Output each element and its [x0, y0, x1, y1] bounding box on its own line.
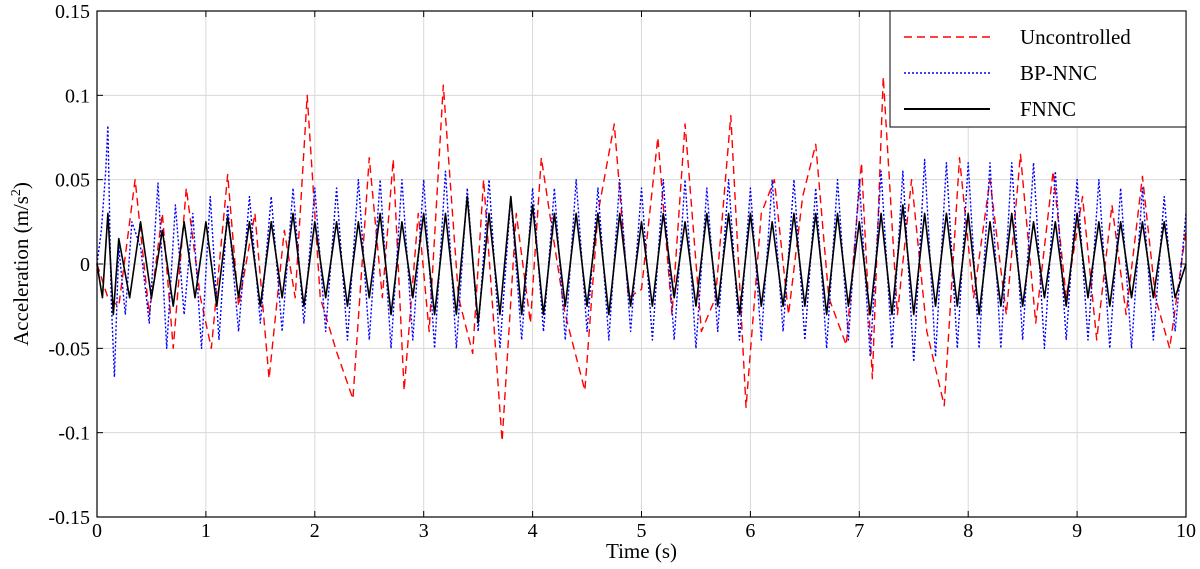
- x-tick-label: 1: [201, 520, 211, 542]
- x-tick-label: 10: [1176, 520, 1196, 542]
- axis-ticks: 0 1 2 3 4 5 6 7 8 9 10 0.15 0.1 0.05 0 -0.05 -0.1 -0.15: [48, 1, 1196, 542]
- y-tick-label: -0.15: [48, 507, 90, 529]
- legend-label: FNNC: [1020, 97, 1076, 121]
- series-line-fnnc: [96, 195, 1187, 324]
- x-tick-label: 7: [854, 520, 864, 542]
- x-tick-label: 9: [1072, 520, 1082, 542]
- x-tick-label: 4: [528, 520, 538, 542]
- x-tick-label: 2: [310, 520, 320, 542]
- y-axis-label: Acceleration (m/s2): [9, 182, 33, 346]
- y-tick-label: -0.1: [58, 423, 90, 445]
- x-tick-label: 3: [419, 520, 429, 542]
- y-tick-label: -0.05: [48, 338, 90, 360]
- series-lines: [96, 76, 1187, 442]
- x-tick-label: 0: [92, 520, 102, 542]
- y-axis-label-superscript: 2: [9, 189, 24, 196]
- x-tick-label: 6: [745, 520, 755, 542]
- legend-label: Uncontrolled: [1020, 25, 1131, 49]
- y-tick-label: 0.05: [55, 170, 90, 192]
- y-axis-label-end: ): [9, 182, 33, 189]
- y-axis-label-main: Acceleration (m/s: [9, 196, 33, 346]
- legend: Uncontrolled BP-NNC FNNC: [889, 10, 1187, 128]
- legend-label: BP-NNC: [1020, 61, 1097, 85]
- y-tick-label: 0: [80, 254, 90, 276]
- legend-box: [889, 10, 1187, 128]
- y-tick-label: 0.1: [65, 85, 90, 107]
- x-axis-label: Time (s): [606, 539, 677, 563]
- x-tick-label: 5: [637, 520, 647, 542]
- x-tick-label: 8: [963, 520, 973, 542]
- y-tick-label: 0.15: [55, 1, 90, 23]
